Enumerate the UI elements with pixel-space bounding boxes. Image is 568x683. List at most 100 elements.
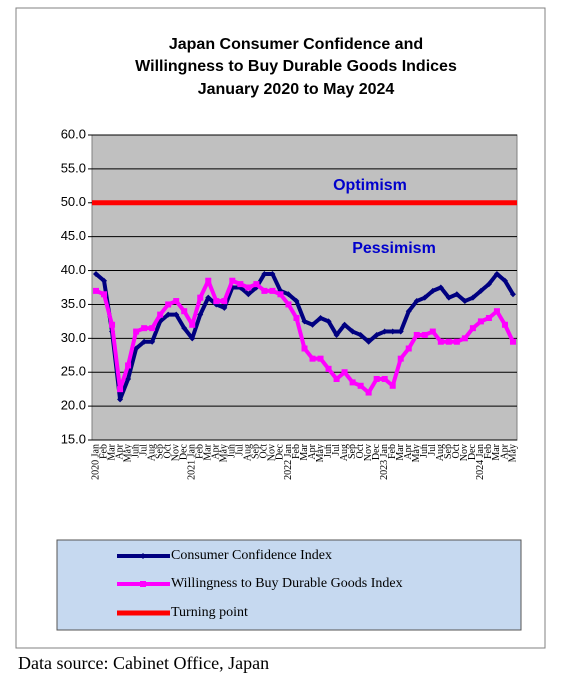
marker [501,277,508,284]
x-tick-label: 2023 Jan [379,444,390,480]
marker [293,315,300,321]
marker [261,270,268,277]
x-tick-label: Aug [243,444,254,461]
marker [133,345,140,352]
x-tick-label: Jul [235,444,246,456]
x-tick-label: May [219,444,230,462]
marker [445,338,452,345]
chart-title: Japan Consumer Confidence and [169,36,423,53]
legend-label: Turning point [171,605,248,620]
marker [245,291,252,298]
marker [413,298,420,305]
marker [101,277,108,284]
x-tick-label: 2020 Jan [90,444,101,480]
x-tick-label: Jul [138,444,149,456]
x-tick-label: Feb [195,444,206,459]
x-tick-label: 2024 Jan [475,444,486,480]
marker [485,315,492,321]
x-tick-label: Apr [114,443,125,459]
marker [165,301,172,308]
marker [117,396,124,403]
marker [101,291,108,298]
marker [261,287,268,294]
x-tick-label: Jun [323,444,334,458]
marker [365,338,372,345]
x-tick-label: Feb [483,444,494,459]
x-tick-label: Apr [499,443,510,459]
marker [93,287,100,294]
marker [501,321,508,328]
marker [197,294,204,301]
marker [381,328,388,335]
x-tick-label: Dec [179,443,190,460]
x-tick-label: Nov [170,444,181,461]
source-note: Data source: Cabinet Office, Japan [18,653,269,673]
marker [485,281,492,288]
marker [509,291,516,298]
marker [93,270,100,277]
marker [325,365,332,372]
legend-label: Willingness to Buy Durable Goods Index [171,576,403,591]
marker [133,328,140,335]
marker [477,318,484,325]
marker [429,287,436,294]
x-tick-label: Dec [275,443,286,460]
y-tick-label: 20.0 [61,398,86,413]
marker [349,328,356,335]
x-tick-label: May [315,444,326,462]
y-tick-label: 60.0 [61,126,86,141]
x-tick-label: Mar [491,443,502,460]
marker [333,331,340,338]
marker [477,287,484,294]
x-tick-label: May [122,444,133,462]
marker [317,315,324,321]
x-tick-label: May [411,444,422,462]
marker [381,376,388,382]
x-tick-label: Sep [251,444,262,459]
x-tick-label: Jul [331,444,342,456]
x-tick-label: Feb [291,444,302,459]
plot-area [91,134,518,441]
marker [141,325,148,332]
marker [397,328,404,335]
x-tick-label: Apr [211,443,222,459]
marker [309,355,316,362]
y-tick-label: 25.0 [61,364,86,379]
marker [493,308,500,315]
marker [237,281,244,288]
marker [293,298,300,305]
marker [181,308,188,315]
marker [389,328,396,335]
marker [437,338,444,345]
x-tick-label: Oct [451,444,462,459]
marker [469,294,476,301]
legend-label: Consumer Confidence Index [171,548,332,563]
y-tick-label: 35.0 [61,296,86,311]
y-tick-label: 45.0 [61,228,86,243]
x-tick-label: 2022 Jan [283,444,294,480]
marker [389,382,396,389]
marker [301,318,308,325]
x-tick-label: Nov [267,444,278,461]
x-tick-label: Sep [154,444,165,459]
marker [253,281,260,288]
y-tick-label: 50.0 [61,194,86,209]
marker [221,298,228,305]
marker [141,338,148,345]
marker [205,294,212,301]
x-tick-label: Aug [146,444,157,461]
marker [373,376,380,382]
x-tick-label: Oct [162,444,173,459]
marker [197,311,204,318]
marker [173,311,180,318]
x-tick-label: Apr [307,443,318,459]
chart-title: January 2020 to May 2024 [198,81,395,98]
marker [221,304,228,311]
x-tick-label: Mar [203,443,214,460]
marker [405,308,412,315]
x-tick-label: Apr [403,443,414,459]
marker [269,287,276,294]
x-tick-label: Sep [443,444,454,459]
